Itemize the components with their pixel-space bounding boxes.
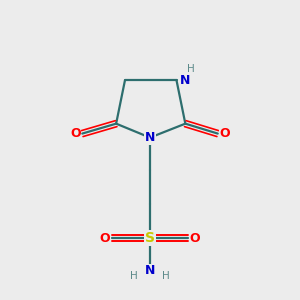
Text: O: O [70,127,81,140]
Text: O: O [190,232,200,245]
Text: O: O [100,232,110,245]
Text: H: H [187,64,194,74]
Text: H: H [130,271,138,281]
Text: N: N [179,74,190,87]
Text: H: H [162,271,170,281]
Text: N: N [145,264,155,278]
Text: O: O [219,127,230,140]
Text: N: N [145,131,155,144]
Text: S: S [145,231,155,245]
